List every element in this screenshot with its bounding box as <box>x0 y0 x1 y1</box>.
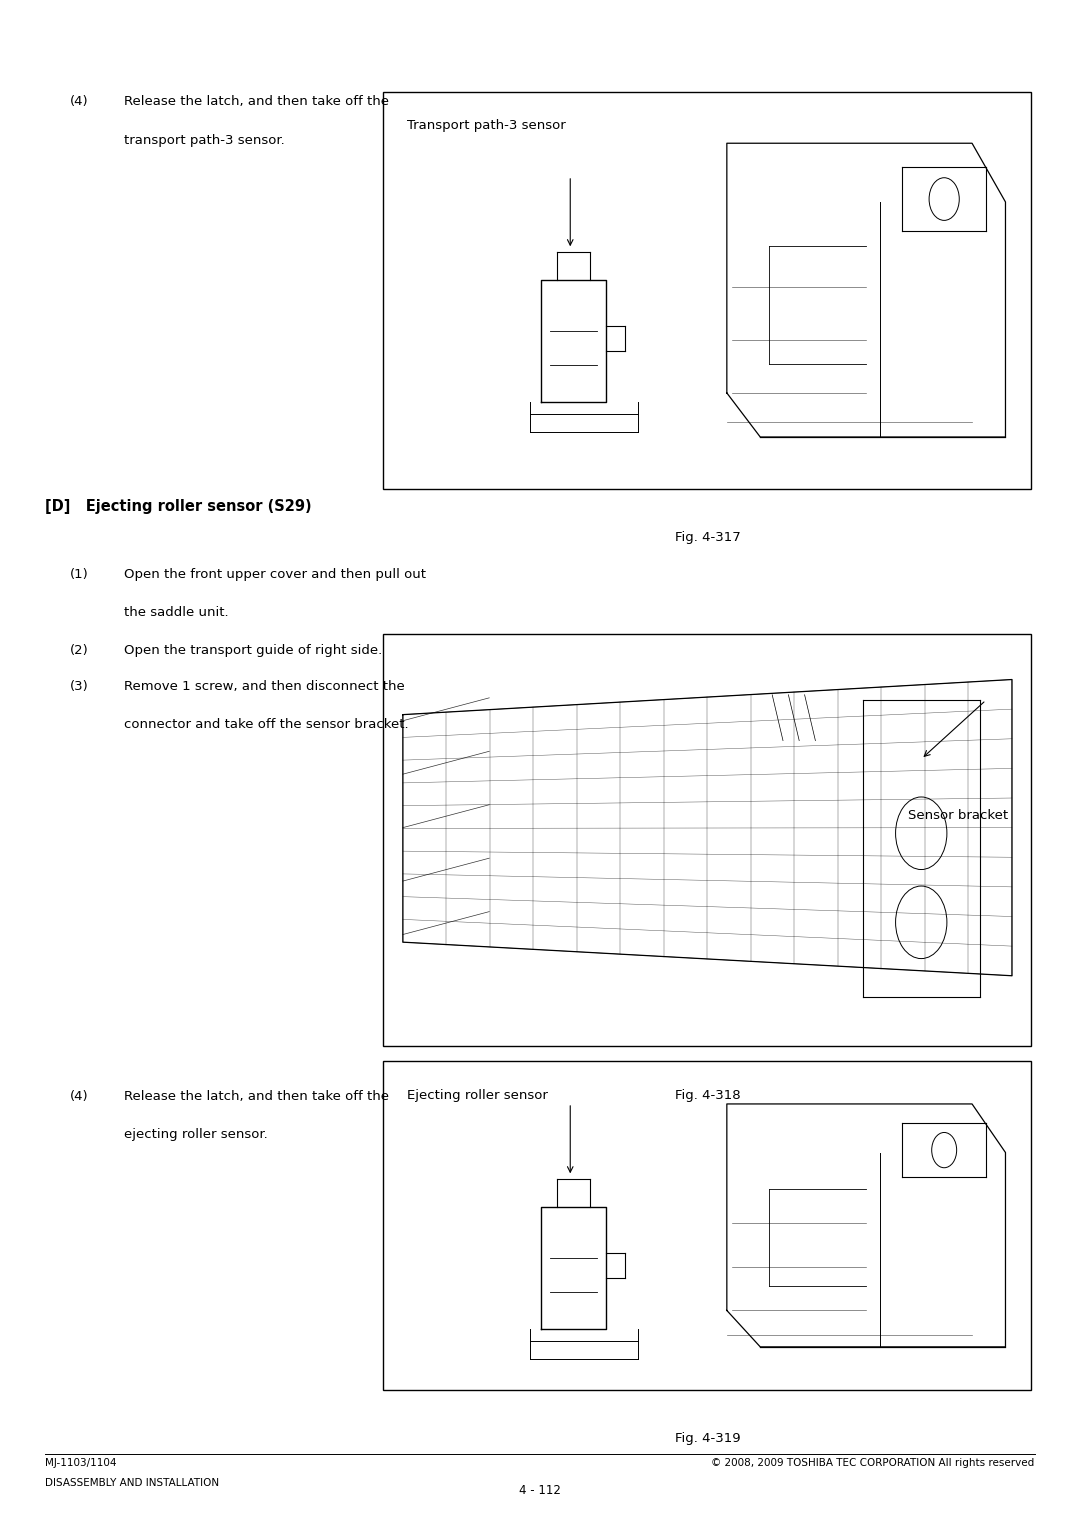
Text: DISASSEMBLY AND INSTALLATION: DISASSEMBLY AND INSTALLATION <box>45 1478 219 1489</box>
Text: Fig. 4-318: Fig. 4-318 <box>675 1089 740 1102</box>
Bar <box>383 634 1031 1046</box>
Text: Fig. 4-319: Fig. 4-319 <box>675 1432 740 1446</box>
Text: Open the front upper cover and then pull out: Open the front upper cover and then pull… <box>124 568 427 582</box>
Text: Transport path-3 sensor: Transport path-3 sensor <box>407 119 566 133</box>
Text: (1): (1) <box>70 568 89 582</box>
Text: Sensor bracket: Sensor bracket <box>907 809 1008 823</box>
Text: connector and take off the sensor bracket.: connector and take off the sensor bracke… <box>124 718 409 731</box>
Text: © 2008, 2009 TOSHIBA TEC CORPORATION All rights reserved: © 2008, 2009 TOSHIBA TEC CORPORATION All… <box>712 1458 1035 1469</box>
Text: Release the latch, and then take off the: Release the latch, and then take off the <box>124 1090 389 1104</box>
Text: ejecting roller sensor.: ejecting roller sensor. <box>124 1128 268 1142</box>
Text: (4): (4) <box>70 95 89 108</box>
Text: Ejecting roller sensor: Ejecting roller sensor <box>407 1089 548 1102</box>
Text: Remove 1 screw, and then disconnect the: Remove 1 screw, and then disconnect the <box>124 680 405 693</box>
Text: Fig. 4-317: Fig. 4-317 <box>675 531 740 545</box>
Text: [D]   Ejecting roller sensor (S29): [D] Ejecting roller sensor (S29) <box>45 499 312 515</box>
Text: transport path-3 sensor.: transport path-3 sensor. <box>124 134 285 148</box>
Text: (2): (2) <box>70 644 89 658</box>
Text: Open the transport guide of right side.: Open the transport guide of right side. <box>124 644 382 658</box>
Text: 4 - 112: 4 - 112 <box>519 1484 561 1498</box>
Text: the saddle unit.: the saddle unit. <box>124 606 229 620</box>
Bar <box>383 1061 1031 1390</box>
Text: (3): (3) <box>70 680 89 693</box>
Text: MJ-1103/1104: MJ-1103/1104 <box>45 1458 117 1469</box>
Text: Release the latch, and then take off the: Release the latch, and then take off the <box>124 95 389 108</box>
Bar <box>383 92 1031 489</box>
Text: (4): (4) <box>70 1090 89 1104</box>
